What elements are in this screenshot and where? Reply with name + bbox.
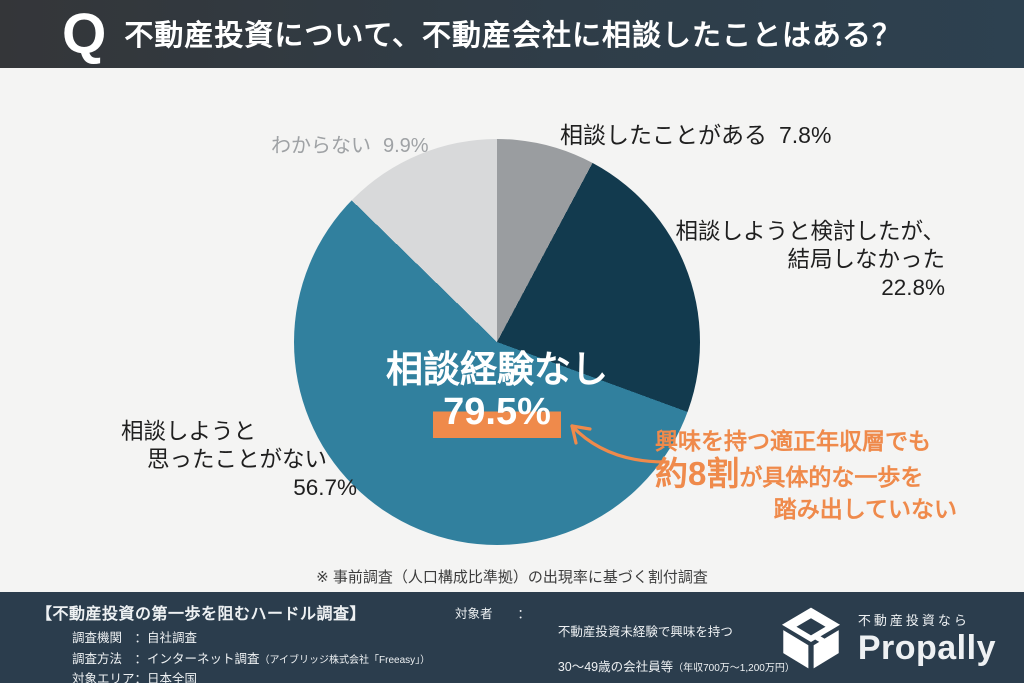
pie-center-label: 相談経験なし 79.5%: [294, 349, 700, 438]
propally-logo: 不動産投資なら Propally: [778, 605, 996, 671]
center-label-pct: 79.5%: [433, 391, 561, 438]
chart-area: 相談したことがある 7.8% わからない 9.9% 相談しようと検討したが、 結局し…: [0, 68, 1024, 592]
survey-row-area: 対象エリア：日本全国: [72, 672, 198, 683]
survey-footnote: ※ 事前調査（人口構成比準拠）の出現率に基づく割付調査: [316, 569, 708, 586]
label-considered: 相談しようと検討したが、 結局しなかった 22.8%: [675, 218, 945, 302]
annotation-line1: 興味を持つ適正年収層でも: [655, 428, 931, 454]
label-dontknow-text: わからない: [271, 135, 371, 157]
annotation-text: 興味を持つ適正年収層でも 約8割が具体的な一歩を 踏み出していない: [655, 426, 957, 523]
label-consulted: 相談したことがある 7.8%: [560, 116, 831, 150]
survey-row-target: 対象者 ： 不動産投資未経験で興味を持つ 30〜49歳の会社員等（年収700万〜…: [455, 607, 795, 674]
label-consulted-pct: 7.8%: [779, 122, 832, 148]
logo-tagline: 不動産投資なら: [857, 612, 970, 628]
center-label-text: 相談経験なし: [386, 349, 608, 390]
annotation-line3: 踏み出していない: [773, 496, 957, 522]
survey-row-organization: 調査機関 ：自社調査: [72, 631, 198, 645]
survey-row-method: 調査方法 ：インターネット調査（アイブリッジ株式会社「Freeasy」）: [72, 651, 431, 666]
header-bar: Q 不動産投資について、不動産会社に相談したことはある？: [0, 0, 1024, 68]
label-never: 相談しようと 思ったことがない 56.7%: [121, 418, 357, 502]
footer-bar: 【不動産投資の第一歩を阻むハードル調査】 調査機関 ：自社調査 調査方法 ：イン…: [0, 592, 1024, 683]
label-considered-pct: 22.8%: [881, 275, 945, 300]
footer-mid-block: 対象者 ： 不動産投資未経験で興味を持つ 30〜49歳の会社員等（年収700万〜…: [455, 606, 795, 683]
label-considered-line1: 相談しようと検討したが、: [675, 219, 945, 244]
label-dontknow-pct: 9.9%: [383, 135, 429, 157]
propally-box-icon: [781, 607, 840, 668]
label-never-line2: 思ったことがない: [147, 447, 328, 472]
footer-left-block: 【不動産投資の第一歩を阻むハードル調査】 調査機関 ：自社調査 調査方法 ：イン…: [36, 600, 430, 683]
question-mark-logo: Q: [62, 1, 106, 66]
label-considered-line2: 結局しなかった: [787, 247, 945, 272]
annotation-arrow-icon: [570, 424, 670, 464]
label-never-line1: 相談しようと: [121, 419, 257, 444]
logo-brand-name: Propally: [857, 628, 996, 667]
annotation-emphasis: 約8割: [655, 455, 740, 492]
label-never-pct: 56.7%: [293, 475, 357, 500]
pie-chart: [294, 139, 700, 545]
label-dontknow: わからない 9.9%: [271, 129, 429, 158]
page-title: 不動産投資について、不動産会社に相談したことはある？: [124, 20, 903, 52]
label-consulted-text: 相談したことがある: [560, 122, 767, 148]
survey-title: 【不動産投資の第一歩を阻むハードル調査】: [36, 606, 367, 623]
annotation-line2-rest: が具体的な一歩を: [739, 464, 924, 490]
